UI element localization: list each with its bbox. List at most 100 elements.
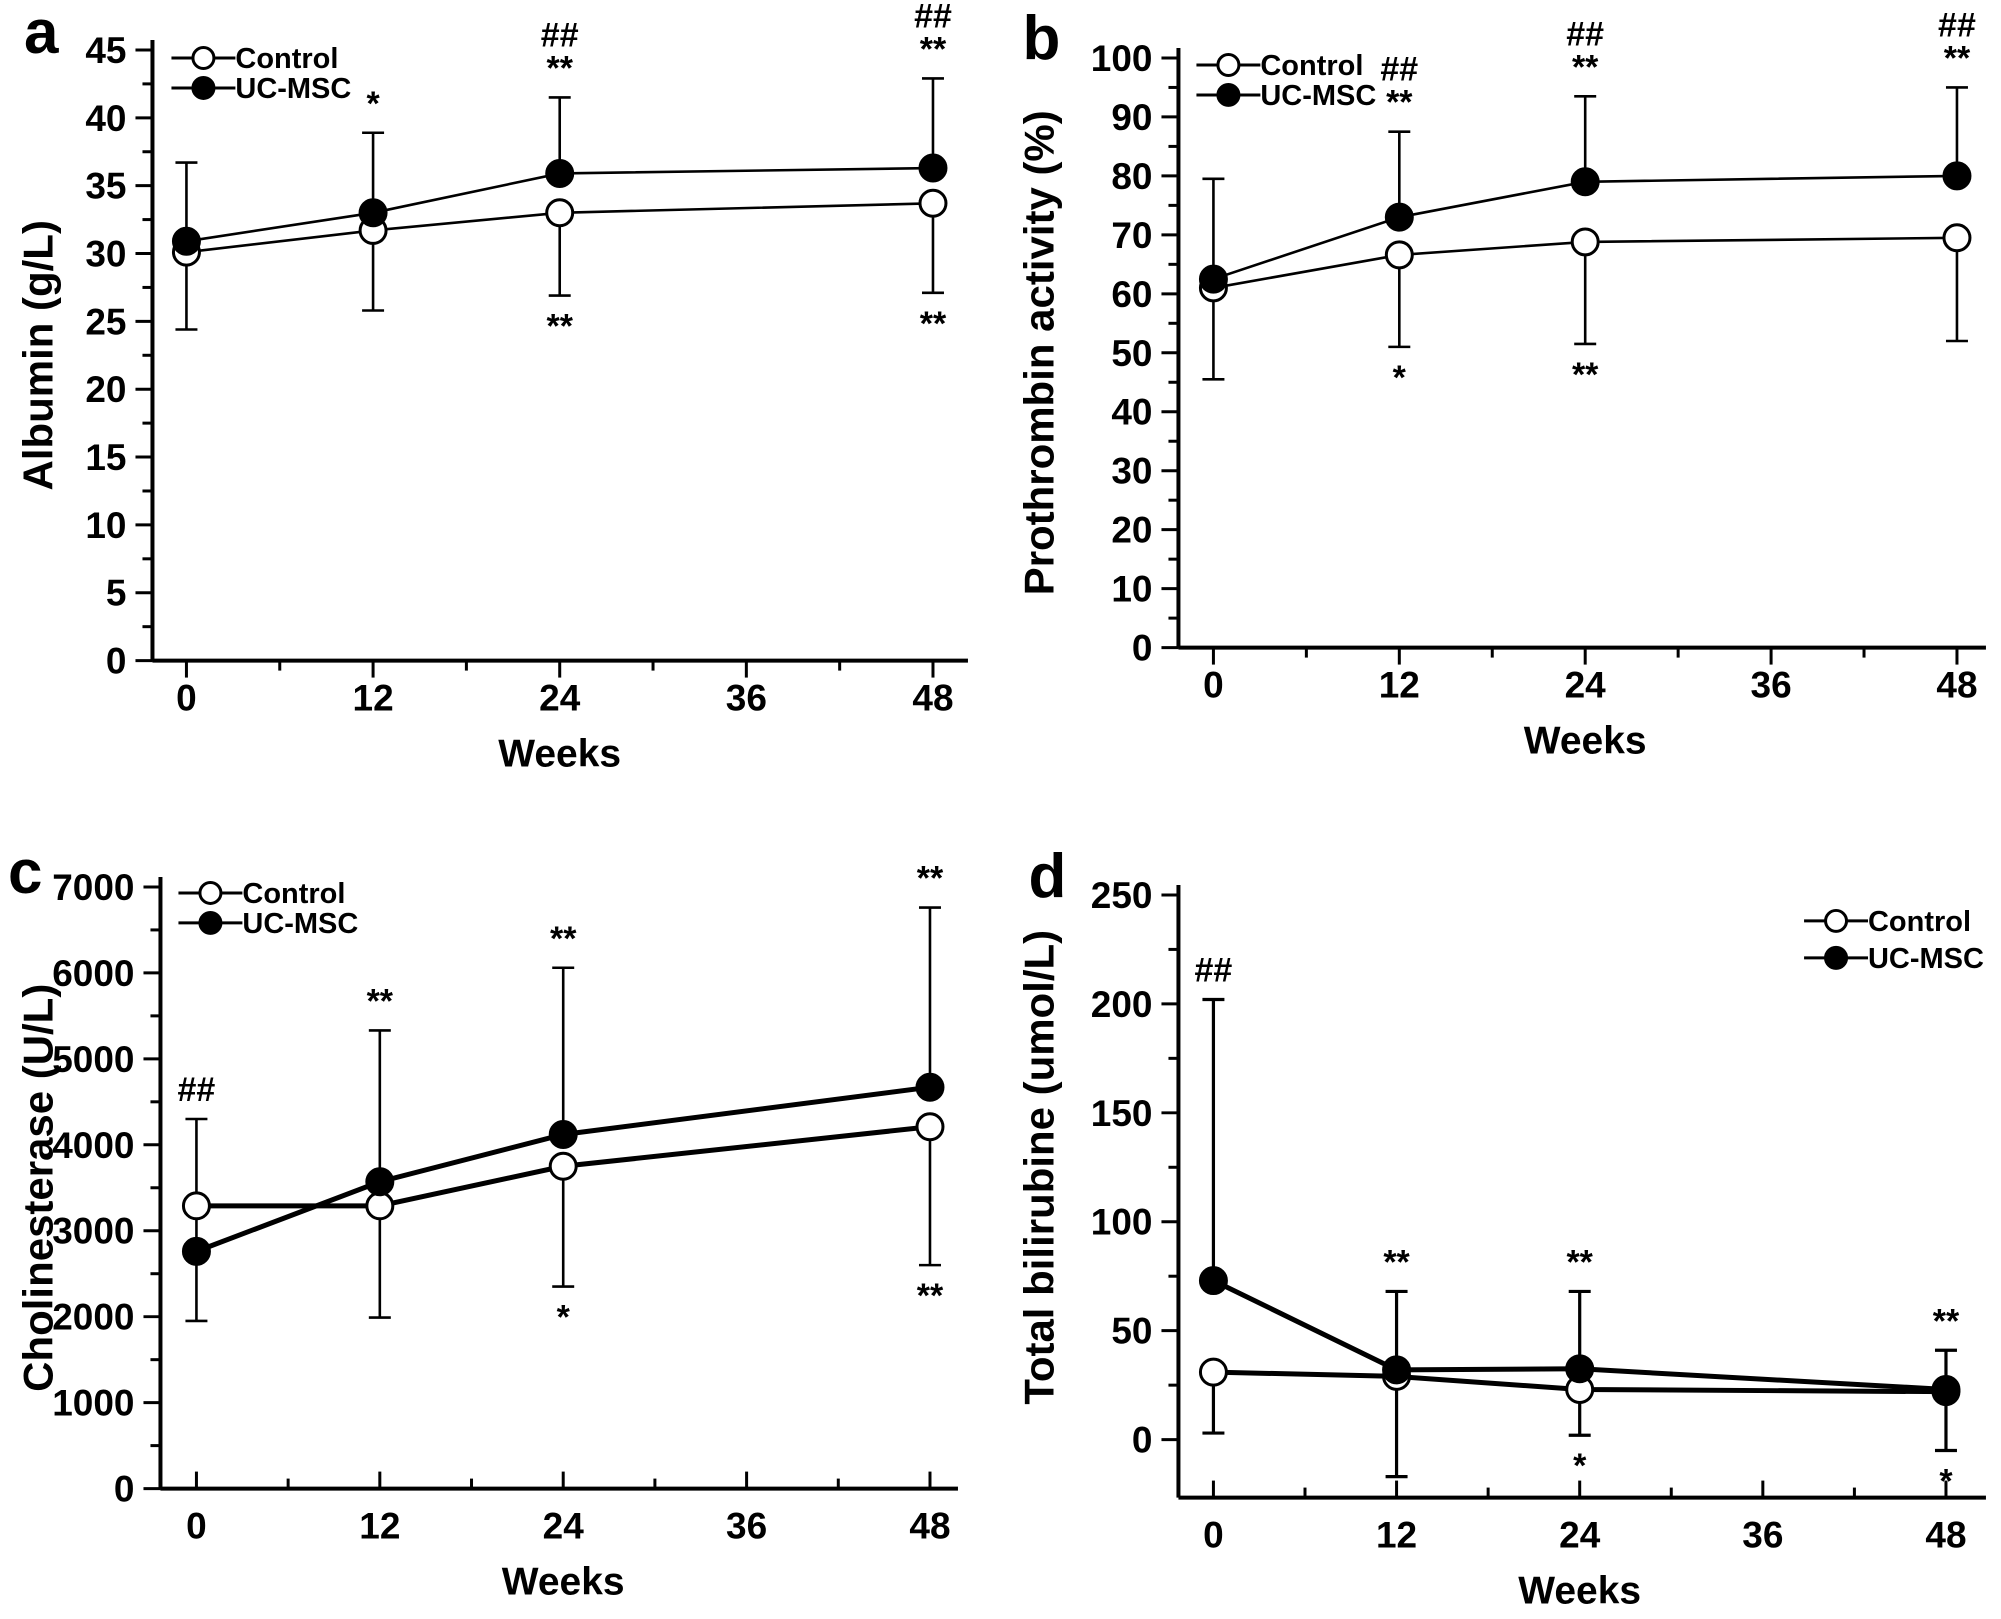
legend-label: UC-MSC (1868, 942, 1984, 974)
annotation-above: ** (1571, 48, 1598, 86)
significance-annotations: ##********* (178, 859, 944, 1336)
open-circle-marker (918, 188, 948, 218)
series-markers-uc-msc (1198, 1265, 1960, 1404)
panel-d-chart: 0 50 100 150 200 250 0 12 24 36 48 Total bilirubine… (1015, 874, 1986, 1612)
y-ticks (1160, 892, 1178, 1441)
filled-circle-marker (918, 153, 948, 183)
filled-circle-marker (545, 158, 575, 188)
y-tick-label: 0 (114, 1468, 135, 1509)
x-tick-label: 36 (1750, 665, 1791, 706)
y-tick-labels: 0 10 20 30 40 50 60 70 80 90 100 (1090, 38, 1152, 669)
legend-label: Control (242, 877, 345, 909)
y-tick-label: 5000 (52, 1038, 134, 1079)
y-tick-label: 100 (1090, 38, 1152, 79)
series-line-uc-msc (186, 166, 934, 243)
y-tick-labels: 0 1000 2000 3000 4000 5000 6000 7000 (52, 866, 134, 1509)
x-tick-label: 36 (1742, 1514, 1783, 1555)
legend-open-marker (1823, 908, 1848, 933)
annotation-above: * (366, 85, 380, 123)
x-tick-labels: 0 12 24 36 48 (186, 1505, 950, 1546)
series-line-uc-msc (1211, 1277, 1946, 1392)
y-ticks (1160, 56, 1178, 650)
open-circle-marker (545, 198, 575, 228)
x-tick-label: 36 (726, 1505, 767, 1546)
y-tick-label: 0 (1131, 1419, 1152, 1460)
y-tick-label: 45 (85, 30, 126, 71)
filled-circle-marker (1198, 1265, 1228, 1295)
panel-a: a 0 5 10 15 20 25 30 35 40 45 0 12 24 36 48 Albumin (g/… (0, 0, 1001, 810)
x-tick-label: 0 (186, 1505, 207, 1546)
y-tick-label: 250 (1090, 874, 1152, 915)
series-markers-uc-msc (1198, 161, 1971, 294)
annotation-below: ** (920, 305, 947, 343)
panel-b-chart: 0 10 20 30 40 50 60 70 80 90 100 0 12 24 36 48 Prothromb… (1015, 6, 1986, 763)
y-tick-label: 20 (1111, 510, 1152, 551)
legend-label: UC-MSC (1260, 80, 1376, 112)
annotation-above: ## (1194, 951, 1232, 989)
legend-open-marker (1215, 52, 1240, 77)
filled-circle-marker (365, 1166, 395, 1196)
series-line-control (186, 202, 934, 254)
legend-open-marker (198, 880, 223, 905)
legend-label: Control (1260, 50, 1363, 82)
open-circle-marker (181, 1190, 211, 1220)
open-circle-marker (1570, 227, 1600, 257)
y-tick-label: 15 (85, 437, 126, 478)
filled-circle-marker (1384, 202, 1414, 232)
annotation-above: ## (1566, 15, 1604, 53)
x-tick-label: 24 (543, 1505, 585, 1546)
x-axis-title: Weeks (498, 733, 621, 776)
y-tick-label: 40 (1111, 392, 1152, 433)
y-tick-label: 5 (106, 573, 127, 614)
annotation-above: ** (550, 919, 577, 957)
filled-circle-marker (915, 1072, 945, 1102)
y-tick-label: 25 (85, 301, 126, 342)
y-tick-label: 150 (1090, 1092, 1152, 1133)
x-tick-label: 24 (1564, 665, 1606, 706)
annotation-above: ** (920, 30, 947, 68)
axes (158, 876, 958, 1491)
legend-filled-marker (1823, 945, 1848, 970)
panel-d-letter: d (1028, 841, 1067, 911)
series-line-uc-msc (1212, 174, 1957, 281)
annotation-below: ** (546, 308, 573, 346)
panel-b: b 0 10 20 30 40 50 60 70 80 90 100 0 12 24 36 48 Prothro… (1001, 0, 2001, 810)
x-ticks (184, 660, 935, 678)
annotation-above: ** (1932, 1302, 1959, 1340)
x-ticks (194, 1471, 932, 1489)
series-line-control (196, 1123, 931, 1208)
annotation-above: ## (1938, 6, 1976, 44)
y-tick-label: 100 (1090, 1201, 1152, 1242)
y-tick-labels: 0 50 100 150 200 250 (1090, 874, 1152, 1460)
open-circle-marker (365, 1190, 395, 1220)
x-tick-label: 12 (1378, 665, 1419, 706)
y-axis-title: Total bilirubine (umol/L) (1015, 929, 1062, 1404)
series-markers-control (181, 1111, 945, 1220)
annotation-below: * (1573, 1447, 1587, 1485)
x-axis-title: Weeks (502, 1560, 625, 1603)
significance-annotations: ##** ****** (1194, 951, 1959, 1500)
panel-b-letter: b (1022, 4, 1061, 73)
y-tick-label: 35 (85, 166, 126, 207)
x-tick-label: 24 (1559, 1514, 1601, 1555)
y-tick-label: 2000 (52, 1296, 134, 1337)
open-circle-marker (548, 1151, 578, 1181)
y-tick-label: 3000 (52, 1210, 134, 1251)
annotation-above: ** (1386, 84, 1413, 122)
x-tick-labels: 0 12 24 36 48 (1203, 665, 1977, 706)
x-ticks (1211, 647, 1958, 665)
y-tick-label: 40 (85, 98, 126, 139)
x-ticks (1211, 1480, 1947, 1498)
filled-circle-marker (358, 198, 388, 228)
panel-c: c 0 1000 2000 3000 4000 5000 6000 7000 0 12 24 36 48… (0, 810, 1001, 1619)
y-axis-title: Albumin (g/L) (15, 220, 62, 490)
x-tick-label: 36 (726, 678, 767, 719)
axes (1175, 47, 1986, 650)
y-tick-label: 30 (85, 234, 126, 275)
legend-filled-marker (198, 910, 223, 935)
panel-c-chart: 0 1000 2000 3000 4000 5000 6000 7000 0 12 24 36 48 Ch… (15, 859, 958, 1603)
y-tick-labels: 0 5 10 15 20 25 30 35 40 45 (85, 30, 126, 682)
